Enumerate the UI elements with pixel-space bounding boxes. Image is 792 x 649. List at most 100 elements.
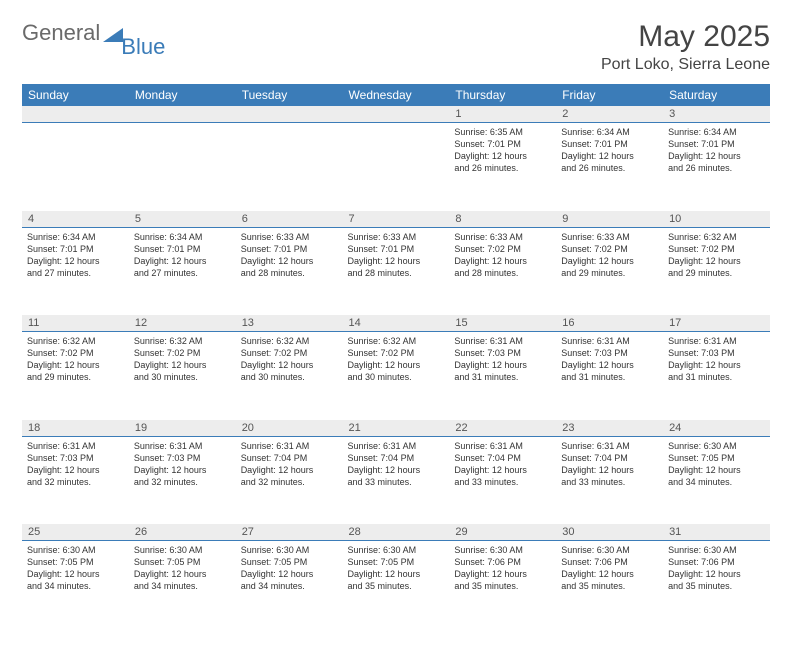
day-cell: Sunrise: 6:32 AMSunset: 7:02 PMDaylight:… [663, 227, 770, 315]
day2-text: and 33 minutes. [561, 476, 658, 488]
sunrise-text: Sunrise: 6:30 AM [134, 544, 231, 556]
day-number-cell: 5 [129, 211, 236, 228]
sunrise-text: Sunrise: 6:32 AM [348, 335, 445, 347]
day1-text: Daylight: 12 hours [27, 568, 124, 580]
day2-text: and 29 minutes. [668, 267, 765, 279]
sunrise-text: Sunrise: 6:33 AM [348, 231, 445, 243]
sunset-text: Sunset: 7:06 PM [561, 556, 658, 568]
day2-text: and 33 minutes. [454, 476, 551, 488]
day-number-cell: 29 [449, 524, 556, 541]
day-number-cell: 16 [556, 315, 663, 332]
sunset-text: Sunset: 7:05 PM [668, 452, 765, 464]
day-number-cell: 7 [343, 211, 450, 228]
sunrise-text: Sunrise: 6:33 AM [561, 231, 658, 243]
day-number-cell: 25 [22, 524, 129, 541]
sunrise-text: Sunrise: 6:30 AM [668, 440, 765, 452]
sunset-text: Sunset: 7:04 PM [241, 452, 338, 464]
day2-text: and 29 minutes. [27, 371, 124, 383]
sunrise-text: Sunrise: 6:35 AM [454, 126, 551, 138]
sunrise-text: Sunrise: 6:31 AM [454, 440, 551, 452]
title-block: May 2025 Port Loko, Sierra Leone [601, 20, 770, 74]
day2-text: and 26 minutes. [561, 162, 658, 174]
day-number-cell: 20 [236, 420, 343, 437]
sunset-text: Sunset: 7:02 PM [241, 347, 338, 359]
day1-text: Daylight: 12 hours [27, 359, 124, 371]
day-cell: Sunrise: 6:35 AMSunset: 7:01 PMDaylight:… [449, 123, 556, 211]
sunset-text: Sunset: 7:06 PM [454, 556, 551, 568]
day-number-cell: 22 [449, 420, 556, 437]
weekday-header: Friday [556, 84, 663, 106]
sunset-text: Sunset: 7:04 PM [561, 452, 658, 464]
sunset-text: Sunset: 7:05 PM [27, 556, 124, 568]
day2-text: and 26 minutes. [668, 162, 765, 174]
day-number-cell: 15 [449, 315, 556, 332]
day-number-cell: 21 [343, 420, 450, 437]
brand-part1: General [22, 20, 100, 46]
day-number-cell: 17 [663, 315, 770, 332]
day1-text: Daylight: 12 hours [454, 568, 551, 580]
day1-text: Daylight: 12 hours [561, 150, 658, 162]
day2-text: and 33 minutes. [348, 476, 445, 488]
weekday-header: Saturday [663, 84, 770, 106]
day-number-cell: 28 [343, 524, 450, 541]
day1-text: Daylight: 12 hours [134, 464, 231, 476]
day2-text: and 26 minutes. [454, 162, 551, 174]
day-cell [22, 123, 129, 211]
day-cell: Sunrise: 6:34 AMSunset: 7:01 PMDaylight:… [22, 227, 129, 315]
day-cell [236, 123, 343, 211]
day2-text: and 30 minutes. [241, 371, 338, 383]
day2-text: and 31 minutes. [561, 371, 658, 383]
brand-part2: Blue [121, 34, 165, 60]
day1-text: Daylight: 12 hours [561, 255, 658, 267]
sunrise-text: Sunrise: 6:30 AM [241, 544, 338, 556]
weekday-header: Thursday [449, 84, 556, 106]
day-number-cell: 23 [556, 420, 663, 437]
day-content-row: Sunrise: 6:35 AMSunset: 7:01 PMDaylight:… [22, 123, 770, 211]
sunset-text: Sunset: 7:02 PM [348, 347, 445, 359]
day1-text: Daylight: 12 hours [241, 359, 338, 371]
weekday-header: Tuesday [236, 84, 343, 106]
day-number-row: 11121314151617 [22, 315, 770, 332]
day1-text: Daylight: 12 hours [668, 359, 765, 371]
day-number-cell: 9 [556, 211, 663, 228]
calendar-page: General Blue May 2025 Port Loko, Sierra … [0, 0, 792, 649]
day1-text: Daylight: 12 hours [134, 568, 231, 580]
day1-text: Daylight: 12 hours [668, 568, 765, 580]
location-label: Port Loko, Sierra Leone [601, 56, 770, 74]
sunset-text: Sunset: 7:05 PM [241, 556, 338, 568]
sunset-text: Sunset: 7:03 PM [27, 452, 124, 464]
sunrise-text: Sunrise: 6:34 AM [134, 231, 231, 243]
sunrise-text: Sunrise: 6:32 AM [134, 335, 231, 347]
day2-text: and 28 minutes. [241, 267, 338, 279]
day-number-cell [343, 106, 450, 123]
day-number-row: 123 [22, 106, 770, 123]
day-cell: Sunrise: 6:30 AMSunset: 7:05 PMDaylight:… [236, 541, 343, 629]
day-number-cell: 4 [22, 211, 129, 228]
day2-text: and 28 minutes. [454, 267, 551, 279]
day-content-row: Sunrise: 6:30 AMSunset: 7:05 PMDaylight:… [22, 541, 770, 629]
day-cell: Sunrise: 6:30 AMSunset: 7:05 PMDaylight:… [343, 541, 450, 629]
day1-text: Daylight: 12 hours [348, 359, 445, 371]
day1-text: Daylight: 12 hours [561, 464, 658, 476]
day-number-cell: 18 [22, 420, 129, 437]
weekday-header: Wednesday [343, 84, 450, 106]
day2-text: and 34 minutes. [134, 580, 231, 592]
day-cell: Sunrise: 6:31 AMSunset: 7:03 PMDaylight:… [556, 332, 663, 420]
day-cell: Sunrise: 6:32 AMSunset: 7:02 PMDaylight:… [343, 332, 450, 420]
sunset-text: Sunset: 7:05 PM [134, 556, 231, 568]
weekday-header: Sunday [22, 84, 129, 106]
day2-text: and 29 minutes. [561, 267, 658, 279]
day-cell: Sunrise: 6:31 AMSunset: 7:03 PMDaylight:… [449, 332, 556, 420]
sunrise-text: Sunrise: 6:31 AM [348, 440, 445, 452]
day-number-cell [236, 106, 343, 123]
day-cell: Sunrise: 6:32 AMSunset: 7:02 PMDaylight:… [22, 332, 129, 420]
sunrise-text: Sunrise: 6:33 AM [454, 231, 551, 243]
sunrise-text: Sunrise: 6:30 AM [27, 544, 124, 556]
day1-text: Daylight: 12 hours [27, 255, 124, 267]
sunset-text: Sunset: 7:01 PM [27, 243, 124, 255]
day1-text: Daylight: 12 hours [27, 464, 124, 476]
sunset-text: Sunset: 7:01 PM [348, 243, 445, 255]
day-cell: Sunrise: 6:31 AMSunset: 7:04 PMDaylight:… [449, 436, 556, 524]
day-content-row: Sunrise: 6:31 AMSunset: 7:03 PMDaylight:… [22, 436, 770, 524]
day2-text: and 27 minutes. [134, 267, 231, 279]
